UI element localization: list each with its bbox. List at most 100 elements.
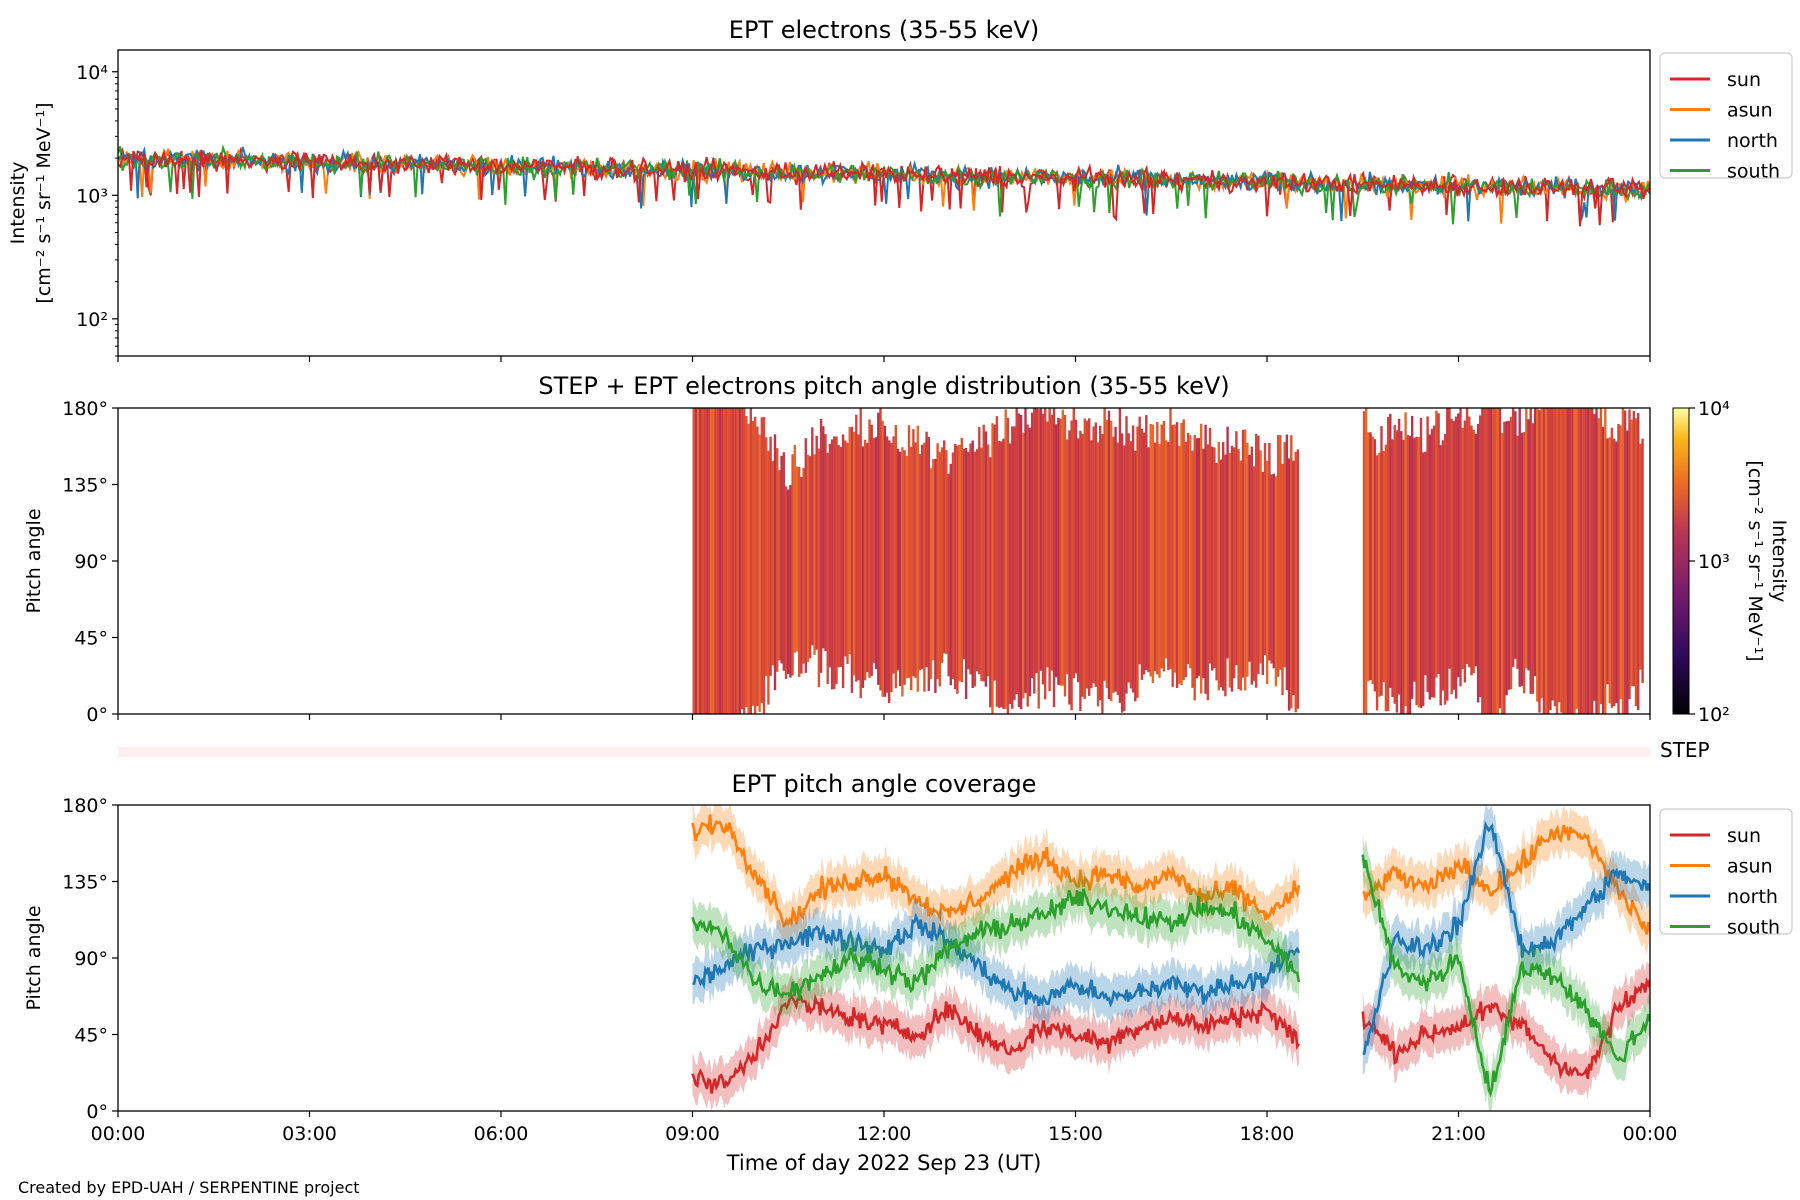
heatmap-column	[1422, 452, 1425, 707]
colorbar-label-line1: Intensity	[1768, 520, 1790, 603]
heatmap-column	[1621, 408, 1625, 714]
heatmap-column	[694, 408, 698, 714]
heatmap-column	[973, 451, 977, 687]
heatmap-column	[1454, 416, 1458, 699]
heatmap-column	[1142, 432, 1146, 675]
heatmap-column	[1487, 408, 1491, 714]
coverage-line-north	[1362, 820, 1650, 1056]
heatmap-column	[1164, 440, 1168, 659]
heatmap-column	[1026, 424, 1029, 707]
heatmap-column	[1424, 451, 1427, 676]
heatmap-column	[870, 424, 873, 676]
heatmap-column	[1072, 408, 1075, 679]
heatmap-column	[1028, 427, 1032, 697]
heatmap-column	[1037, 409, 1040, 709]
intensity-title: EPT electrons (35-55 keV)	[729, 16, 1039, 44]
heatmap-column	[921, 444, 924, 669]
heatmap-column	[808, 456, 812, 659]
heatmap-column	[712, 408, 715, 714]
y-tick-label: 0°	[86, 1101, 108, 1123]
heatmap-column	[1228, 453, 1231, 688]
heatmap-column	[1063, 415, 1067, 697]
heatmap-column	[1584, 408, 1587, 714]
heatmap-column	[967, 451, 970, 670]
heatmap-column	[1617, 424, 1620, 714]
heatmap-column	[1391, 439, 1394, 697]
heatmap-column	[949, 463, 952, 686]
heatmap-column	[916, 425, 919, 692]
heatmap-column	[934, 459, 937, 693]
y-tick-label: 135°	[62, 475, 108, 497]
heatmap-column	[852, 431, 856, 676]
intensity-series-group	[118, 144, 1650, 227]
heatmap-column	[828, 444, 832, 668]
heatmap-column	[1553, 408, 1557, 707]
heatmap-column	[1285, 434, 1289, 690]
heatmap-column	[1400, 431, 1403, 714]
heatmap-column	[701, 408, 704, 714]
heatmap-column	[883, 425, 887, 697]
heatmap-column	[951, 452, 955, 680]
heatmap-column	[918, 454, 922, 671]
heatmap-column	[905, 455, 908, 679]
heatmap-column	[1446, 408, 1449, 701]
heatmap-column	[940, 447, 944, 663]
heatmap-column	[1162, 421, 1166, 672]
heatmap-column	[1270, 474, 1273, 664]
heatmap-column	[1441, 440, 1445, 691]
heatmap-column	[1268, 442, 1271, 661]
heatmap-column	[1035, 408, 1038, 673]
heatmap-column	[993, 424, 996, 681]
heatmap-column	[1068, 430, 1071, 705]
heatmap-column	[929, 468, 933, 679]
coverage-line-sun	[1361, 976, 1650, 1080]
heatmap-column	[986, 444, 990, 677]
heatmap-column	[1457, 413, 1460, 678]
heatmap-column	[866, 443, 869, 673]
heatmap-column	[896, 448, 900, 671]
heatmap-column	[1171, 424, 1174, 687]
heatmap-column	[874, 437, 878, 670]
heatmap-column	[740, 408, 744, 710]
y-tick-label: 90°	[74, 551, 108, 573]
heatmap-column	[760, 417, 763, 703]
heatmap-column	[1575, 408, 1578, 709]
heatmap-column	[989, 457, 992, 708]
heatmap-column	[1022, 432, 1025, 699]
heatmap-column	[1044, 408, 1047, 700]
heatmap-column	[1105, 419, 1108, 689]
heatmap-column	[754, 416, 757, 714]
heatmap-column	[1129, 441, 1133, 689]
heatmap-column	[835, 436, 838, 684]
heatmap-column	[1479, 415, 1482, 697]
heatmap-column	[1224, 454, 1227, 697]
y-tick-label: 45°	[74, 1025, 108, 1047]
heatmap-column	[850, 426, 854, 693]
heatmap-column	[1514, 411, 1517, 659]
heatmap-column	[815, 435, 818, 650]
heatmap-column	[1160, 424, 1163, 669]
heatmap-column	[1118, 408, 1122, 703]
intensity-ylabel-line1: Intensity	[7, 162, 29, 245]
heatmap-column	[1167, 441, 1170, 671]
heatmap-column	[1204, 424, 1207, 694]
heatmap-column	[861, 446, 865, 688]
heatmap-column	[751, 420, 755, 706]
coverage-band-asun	[692, 805, 1299, 947]
heatmap-column	[1136, 426, 1139, 698]
heatmap-column	[947, 473, 950, 677]
heatmap-column	[1527, 419, 1530, 671]
heatmap-column	[771, 461, 774, 666]
heatmap-column	[1255, 434, 1258, 688]
heatmap-column	[793, 444, 796, 653]
heatmap-column	[1549, 408, 1552, 710]
heatmap-column	[725, 408, 728, 714]
heatmap-column	[1066, 439, 1069, 675]
heatmap-column	[1615, 441, 1618, 703]
heatmap-column	[1178, 445, 1181, 684]
heatmap-column	[1555, 408, 1559, 714]
heatmap-column	[1266, 461, 1269, 684]
heatmap-column	[1261, 471, 1264, 676]
y-tick-label: 10³	[76, 185, 108, 207]
x-tick-label: 15:00	[1048, 1123, 1103, 1145]
